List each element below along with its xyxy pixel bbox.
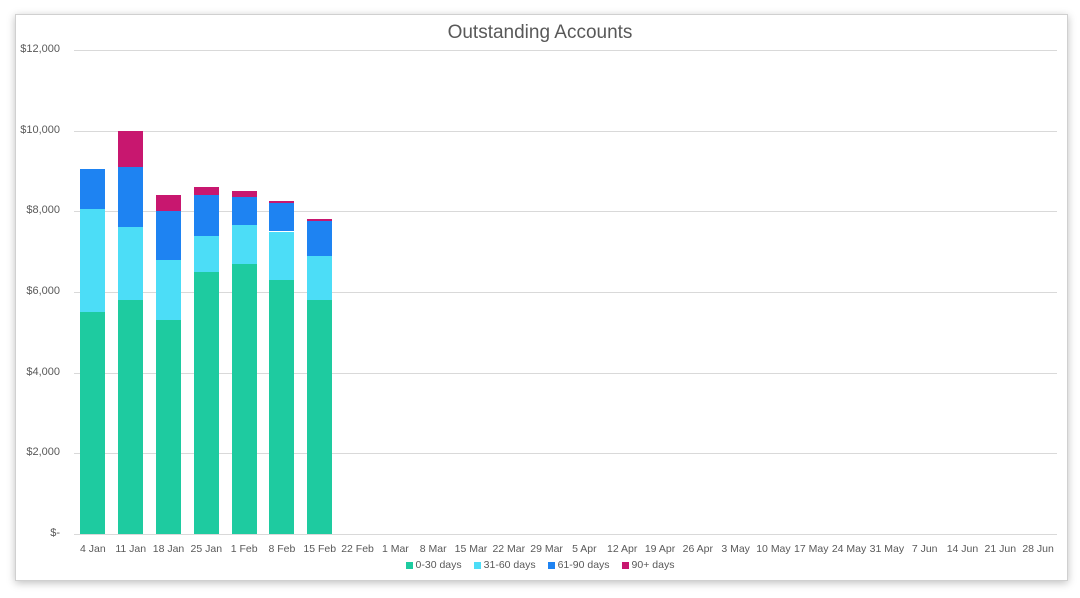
x-axis-tick-label: 28 Jun <box>1022 543 1054 555</box>
legend-swatch-icon <box>473 561 481 569</box>
gridline <box>74 372 1057 374</box>
bar-segment[interactable] <box>80 209 106 313</box>
x-axis-tick-label: 8 Mar <box>419 543 447 555</box>
legend-swatch-icon <box>547 561 555 569</box>
bar-segment[interactable] <box>307 219 333 222</box>
x-axis-tick-label: 1 Mar <box>381 543 409 555</box>
legend-swatch-icon <box>405 561 413 569</box>
y-axis-tick-label: $12,000 <box>20 43 60 55</box>
bar-segment[interactable] <box>156 320 182 534</box>
bar-segment[interactable] <box>231 225 257 264</box>
bar-segment[interactable] <box>269 201 295 204</box>
x-axis-tick-label: 3 May <box>721 543 750 555</box>
bar-stack[interactable] <box>80 0 106 598</box>
bar-segment[interactable] <box>269 279 295 534</box>
y-axis-tick-label: $6,000 <box>26 285 60 297</box>
chart-frame <box>15 14 1068 581</box>
y-axis-tick-label: $4,000 <box>26 365 60 378</box>
bar-segment[interactable] <box>231 263 257 534</box>
bar-segment[interactable] <box>193 195 219 236</box>
x-axis-tick-label: 4 Jan <box>80 543 106 555</box>
gridline <box>74 534 1057 535</box>
bar-segment[interactable] <box>269 231 295 280</box>
x-axis-tick-label: 24 May <box>831 543 867 555</box>
bar-segment[interactable] <box>156 211 182 260</box>
bar-segment[interactable] <box>193 271 219 534</box>
bar-stack[interactable] <box>118 0 144 598</box>
legend-item[interactable]: 61-90 days <box>547 559 610 571</box>
legend-label: 0-30 days <box>415 559 462 571</box>
x-axis-tick-label: 21 Jun <box>984 543 1017 555</box>
x-axis-tick-label: 29 Mar <box>530 543 563 555</box>
x-axis-tick-label: 7 Jun <box>911 543 938 555</box>
chart-legend: 0-30 days 31-60 days 61-90 days 90+ days <box>0 559 1080 572</box>
gridline <box>74 50 1057 51</box>
bar-segment[interactable] <box>118 166 144 228</box>
bar-segment[interactable] <box>156 259 182 321</box>
gridline <box>74 211 1057 213</box>
gridline <box>74 292 1057 293</box>
chart-title: Outstanding Accounts <box>447 22 633 43</box>
x-axis-tick-label: 19 Apr <box>644 543 676 555</box>
x-axis-tick-label: 31 May <box>869 543 905 555</box>
x-axis-tick-label: 10 May <box>756 543 791 555</box>
x-axis-tick-label: 25 Jan <box>190 543 223 555</box>
bar-segment[interactable] <box>307 255 333 301</box>
x-axis-tick-label: 14 Jun <box>946 543 979 555</box>
y-axis-tick-label: $10,000 <box>20 123 60 136</box>
legend-label: 31-60 days <box>483 559 536 571</box>
x-axis-tick-label: 18 Jan <box>152 543 185 555</box>
x-axis-tick-label: 22 Feb <box>341 543 374 555</box>
legend-item[interactable]: 0-30 days <box>405 559 462 571</box>
x-axis-tick-label: 1 Feb <box>230 543 258 555</box>
x-axis-tick-label: 15 Mar <box>454 543 488 555</box>
bar-stack[interactable] <box>156 0 182 598</box>
x-axis-tick-label: 17 May <box>794 543 829 555</box>
legend-label: 61-90 days <box>557 559 610 571</box>
bar-segment[interactable] <box>80 168 106 210</box>
bar-segment[interactable] <box>269 203 295 232</box>
bar-segment[interactable] <box>231 197 257 226</box>
legend-swatch-icon <box>621 561 629 569</box>
bar-segment[interactable] <box>80 312 106 534</box>
y-axis-tick-label: $2,000 <box>26 446 60 459</box>
legend-item[interactable]: 90+ days <box>621 559 675 571</box>
legend-item[interactable]: 31-60 days <box>473 559 536 571</box>
bar-stack[interactable] <box>231 0 257 598</box>
bar-segment[interactable] <box>118 300 144 534</box>
x-axis-tick-label: 22 Mar <box>492 543 526 555</box>
x-axis-tick-label: 15 Feb <box>303 543 337 555</box>
legend-label: 90+ days <box>631 559 675 571</box>
x-axis-tick-label: 12 Apr <box>607 543 638 555</box>
bar-segment[interactable] <box>193 187 219 196</box>
y-axis-tick-label: $- <box>50 527 60 539</box>
x-axis-tick-label: 26 Apr <box>682 543 713 555</box>
y-axis-tick-label: $8,000 <box>26 204 60 217</box>
bar-segment[interactable] <box>307 221 333 256</box>
bar-segment[interactable] <box>156 195 182 212</box>
gridline <box>74 453 1057 455</box>
x-axis-tick-label: 5 Apr <box>572 543 597 555</box>
bar-stack[interactable] <box>269 0 295 598</box>
bar-segment[interactable] <box>193 235 219 272</box>
bar-segment[interactable] <box>307 300 333 534</box>
bar-stack[interactable] <box>193 0 219 598</box>
x-axis-tick-label: 8 Feb <box>268 543 296 555</box>
x-axis-tick-label: 11 Jan <box>115 543 147 555</box>
bar-segment[interactable] <box>118 227 144 301</box>
gridline <box>74 130 1057 132</box>
bar-segment[interactable] <box>231 191 257 198</box>
bar-stack[interactable] <box>307 0 333 598</box>
bar-segment[interactable] <box>118 130 144 167</box>
